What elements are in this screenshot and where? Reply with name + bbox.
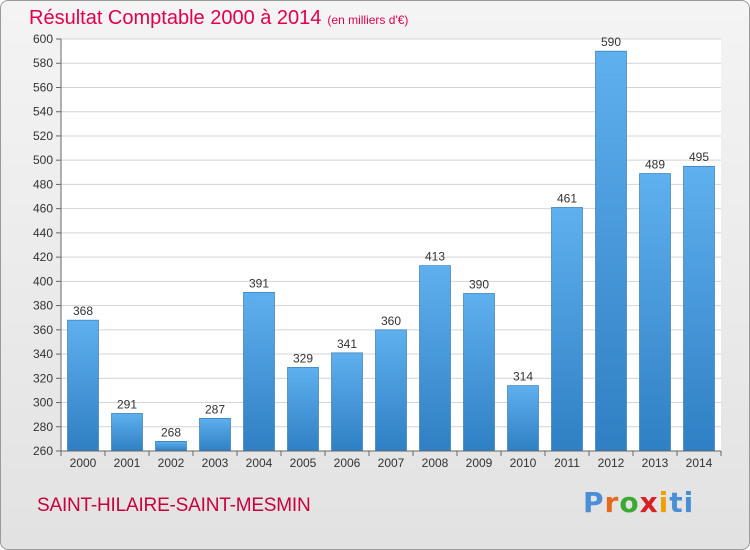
bar-2009[interactable]	[463, 293, 495, 452]
bar-2005[interactable]	[287, 367, 319, 452]
x-tick-label: 2002	[158, 456, 185, 470]
x-tick-label: 2007	[378, 456, 405, 470]
x-tick-label: 2004	[246, 456, 273, 470]
bar-2008[interactable]	[419, 265, 451, 452]
y-tick-label: 280	[33, 420, 53, 434]
y-tick-label: 320	[33, 371, 53, 385]
y-tick-label: 300	[33, 396, 53, 410]
data-label: 341	[337, 337, 357, 351]
bar-2006[interactable]	[331, 352, 363, 452]
data-label: 268	[161, 425, 181, 439]
y-tick-label: 520	[33, 129, 53, 143]
bar-2003[interactable]	[199, 417, 231, 452]
commune-name: SAINT-HILAIRE-SAINT-MESMIN	[37, 495, 311, 516]
data-label: 495	[689, 150, 709, 164]
x-tick-label: 2003	[202, 456, 229, 470]
logo-letter: r	[604, 486, 620, 519]
bar-2002[interactable]	[155, 441, 187, 452]
data-label: 391	[249, 276, 269, 290]
x-tick-label: 2008	[422, 456, 449, 470]
y-tick-label: 400	[33, 274, 53, 288]
data-label: 360	[381, 314, 401, 328]
y-tick-label: 560	[33, 80, 53, 94]
x-tick-label: 2010	[510, 456, 537, 470]
x-tick-label: 2005	[290, 456, 317, 470]
x-tick-label: 2006	[334, 456, 361, 470]
x-tick-label: 2014	[686, 456, 713, 470]
y-tick-label: 260	[33, 444, 53, 458]
data-label: 329	[293, 351, 313, 365]
data-label: 368	[73, 304, 93, 318]
y-tick-label: 380	[33, 299, 53, 313]
bar-2013[interactable]	[639, 173, 671, 452]
x-tick-label: 2009	[466, 456, 493, 470]
data-label: 390	[469, 277, 489, 291]
bar-2004[interactable]	[243, 291, 275, 452]
bar-2007[interactable]	[375, 329, 407, 452]
y-tick-label: 460	[33, 202, 53, 216]
logo-letter: o	[619, 486, 640, 519]
y-tick-label: 540	[33, 105, 53, 119]
data-label: 461	[557, 191, 577, 205]
bar-2001[interactable]	[111, 413, 143, 452]
bar-2012[interactable]	[595, 50, 627, 452]
data-label: 590	[601, 35, 621, 49]
y-tick-label: 360	[33, 323, 53, 337]
y-tick-label: 500	[33, 153, 53, 167]
y-tick-label: 420	[33, 250, 53, 264]
bar-2010[interactable]	[507, 385, 539, 452]
x-tick-label: 2011	[554, 456, 580, 470]
x-tick-label: 2001	[114, 456, 141, 470]
bars: 368 291 268 287 391 329 341 360 413 390 314 461 590 4…	[67, 35, 715, 452]
data-label: 287	[205, 402, 225, 416]
logo-letter: ti	[669, 486, 695, 519]
y-tick-label: 480	[33, 177, 53, 191]
logo-letter: P	[583, 486, 605, 519]
x-axis: 2000 2001 2002 2003 2004 2005 2006 2007 2008 2009…	[60, 450, 722, 470]
title-text: Résultat Comptable 2000 à 2014	[29, 7, 322, 29]
data-label: 489	[645, 158, 665, 172]
y-tick-label: 600	[33, 32, 53, 46]
bar-2014[interactable]	[683, 165, 715, 452]
chart-title: Résultat Comptable 2000 à 2014 (en millie…	[29, 7, 408, 30]
y-tick-label: 440	[33, 226, 53, 240]
title-unit: (en milliers d'€)	[327, 13, 409, 27]
y-tick-label: 580	[33, 56, 53, 70]
x-tick-label: 2000	[70, 456, 97, 470]
proxiti-logo[interactable]: Proxiti	[583, 486, 694, 519]
data-label: 413	[425, 250, 445, 264]
x-tick-label: 2013	[642, 456, 669, 470]
y-axis: 260 280 300 320 340 360 380 400 420 440 460 480 500 5…	[33, 32, 62, 458]
y-tick-label: 340	[33, 347, 53, 361]
logo-letter: i	[658, 486, 670, 519]
logo-letter: x	[639, 486, 659, 519]
data-label: 291	[117, 397, 137, 411]
data-label: 314	[513, 370, 533, 384]
bar-2000[interactable]	[67, 319, 99, 452]
bar-2011[interactable]	[551, 207, 583, 452]
x-tick-label: 2012	[598, 456, 625, 470]
